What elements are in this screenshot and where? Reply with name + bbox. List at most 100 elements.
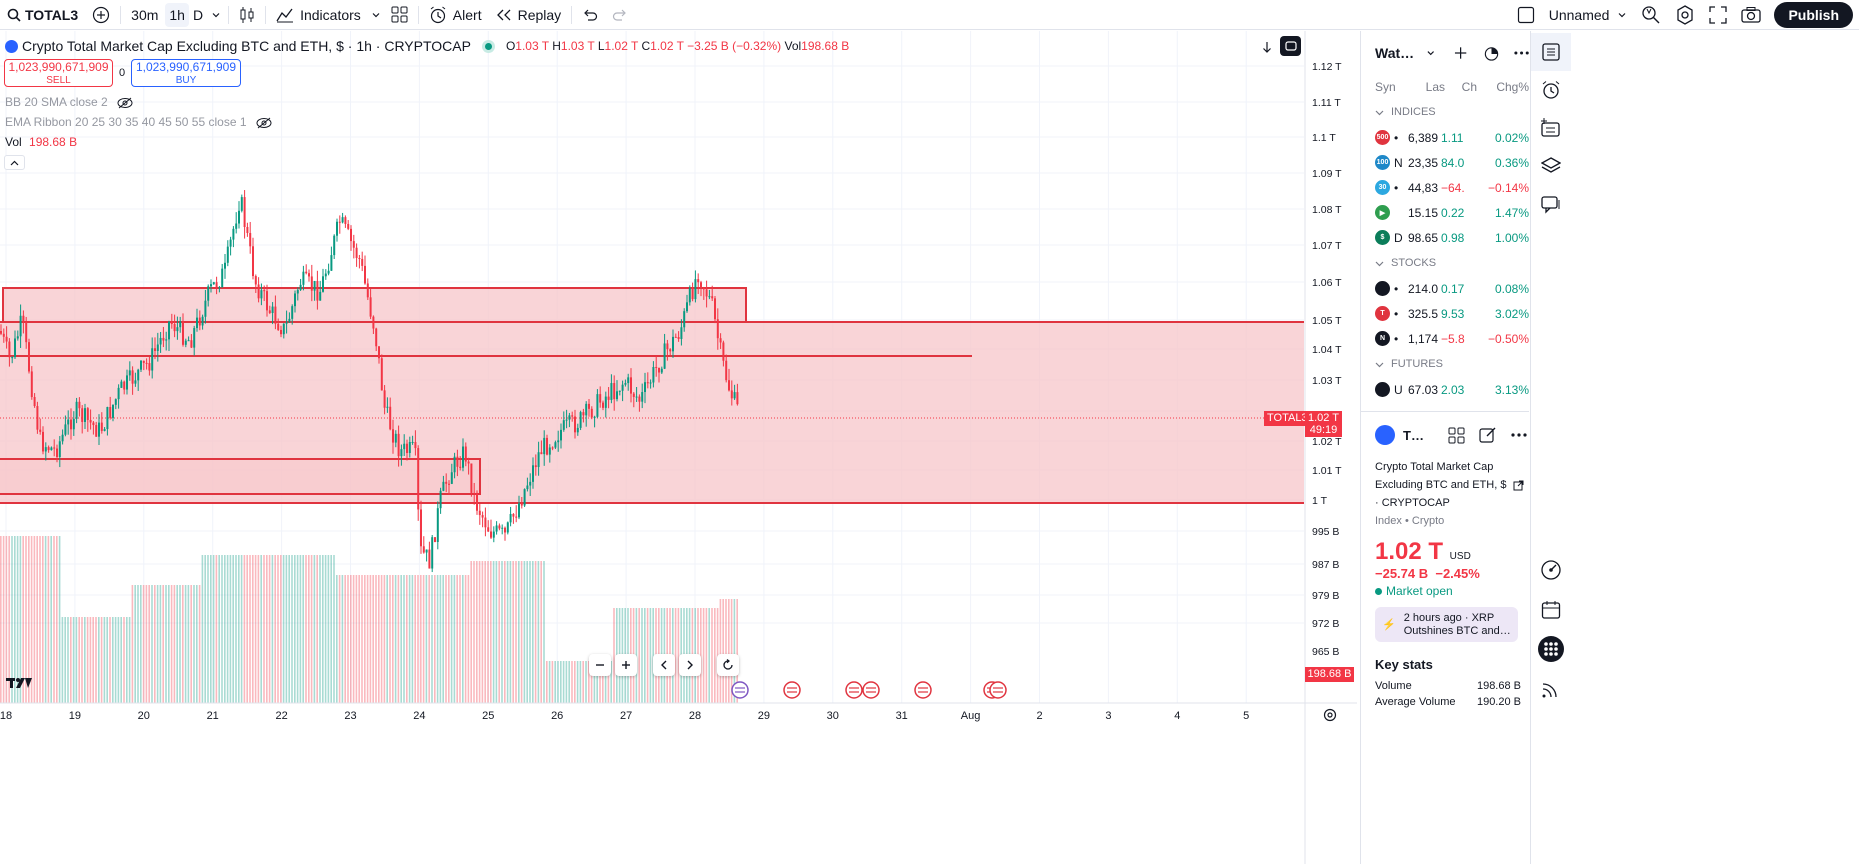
interval-d[interactable]: D bbox=[192, 6, 204, 23]
templates-button[interactable] bbox=[384, 0, 415, 30]
zoom-in-button[interactable] bbox=[615, 654, 637, 676]
alert-button[interactable]: Alert bbox=[422, 0, 489, 30]
chart-type-button[interactable] bbox=[232, 0, 262, 30]
sell-button[interactable]: 1,023,990,671,909 SELL bbox=[4, 59, 113, 87]
watchlist-row[interactable]: U 67.03 2.03 3.13% bbox=[1361, 377, 1529, 402]
chart-title[interactable]: Crypto Total Market Cap Excluding BTC an… bbox=[22, 38, 471, 54]
candle-body bbox=[263, 290, 266, 292]
zoom-out-button[interactable] bbox=[589, 654, 611, 676]
collapse-legend-button[interactable] bbox=[4, 155, 25, 170]
hotlists-tab[interactable] bbox=[1531, 551, 1571, 589]
grid-icon[interactable] bbox=[1448, 427, 1465, 444]
volume-bar bbox=[551, 661, 554, 703]
layout-button[interactable]: Unnamed bbox=[1510, 0, 1635, 30]
watchlist-tab[interactable] bbox=[1531, 33, 1571, 71]
undo-button[interactable] bbox=[575, 0, 605, 30]
economic-event-icon[interactable] bbox=[862, 681, 880, 699]
publish-button[interactable]: Publish bbox=[1774, 1, 1853, 28]
economic-event-icon[interactable] bbox=[989, 681, 1007, 699]
eye-hidden-icon[interactable] bbox=[256, 117, 272, 129]
details-symbol[interactable]: T… bbox=[1403, 427, 1424, 443]
volume-bar bbox=[257, 555, 260, 703]
volume-bar bbox=[148, 585, 150, 703]
volume-bar bbox=[708, 608, 710, 703]
watchlist-row[interactable]: T • 325.5 9.53 3.02% bbox=[1361, 301, 1529, 326]
economic-event-icon[interactable] bbox=[731, 681, 749, 699]
indicators-dropdown[interactable] bbox=[368, 0, 384, 30]
timezone-settings-icon[interactable] bbox=[1322, 707, 1338, 726]
watchlist-row[interactable]: N • 1,174 −5.8 −0.50% bbox=[1361, 326, 1529, 351]
more-icon[interactable] bbox=[1511, 433, 1527, 437]
watchlist-section-futures[interactable]: FUTURES bbox=[1361, 351, 1529, 377]
volume-bar bbox=[229, 555, 232, 703]
object-tree-tab[interactable] bbox=[1531, 109, 1571, 147]
snapshot-button[interactable] bbox=[1734, 0, 1768, 30]
interval-1h[interactable]: 1h bbox=[165, 2, 189, 27]
col-symbol[interactable]: Syn bbox=[1375, 80, 1396, 94]
economic-event-icon[interactable] bbox=[914, 681, 932, 699]
candle-body bbox=[187, 340, 190, 342]
indicator-volume[interactable]: Vol 198.68 B bbox=[5, 135, 77, 149]
edit-icon[interactable] bbox=[1479, 426, 1497, 444]
indicators-label: Indicators bbox=[300, 6, 361, 23]
chats-tab[interactable] bbox=[1531, 185, 1571, 223]
calendar-tab[interactable] bbox=[1531, 591, 1571, 629]
reset-chart-button[interactable] bbox=[717, 654, 739, 676]
eye-hidden-icon[interactable] bbox=[117, 97, 133, 109]
layers-tab[interactable] bbox=[1531, 147, 1571, 185]
indicator-ema-ribbon[interactable]: EMA Ribbon 20 25 30 35 40 45 50 55 close… bbox=[5, 115, 272, 129]
indicators-button[interactable]: Indicators bbox=[269, 0, 368, 30]
col-last[interactable]: Las bbox=[1425, 80, 1445, 94]
price-axis-label: 1.02 T bbox=[1312, 436, 1342, 448]
watchlist-title[interactable]: Wat… bbox=[1375, 45, 1415, 61]
volume-bar bbox=[411, 575, 414, 703]
row-last: 98.65 bbox=[1408, 230, 1439, 245]
products-tab[interactable] bbox=[1531, 630, 1571, 668]
chart-area[interactable]: 18 19 20 21 22 23 24 25 26 27 28 29 30 31 Aug 2 3 4 5 1.12 … bbox=[0, 31, 1357, 864]
candle-body bbox=[736, 392, 739, 405]
col-change-pct[interactable]: Chg% bbox=[1496, 80, 1529, 94]
signal-tab[interactable] bbox=[1531, 670, 1571, 708]
chevron-down-icon[interactable] bbox=[1426, 48, 1435, 58]
watchlist-section-stocks[interactable]: STOCKS bbox=[1361, 250, 1529, 276]
row-last: 44,83 bbox=[1408, 180, 1439, 195]
symbol-search-button[interactable]: TOTAL3 bbox=[0, 0, 85, 30]
interval-dropdown[interactable] bbox=[207, 0, 225, 30]
compare-button[interactable] bbox=[85, 0, 117, 30]
quick-search-button[interactable] bbox=[1634, 0, 1668, 30]
tradingview-logo-icon[interactable] bbox=[6, 676, 32, 693]
indicator-bb[interactable]: BB 20 SMA close 2 bbox=[5, 95, 133, 109]
supply-zone-upper[interactable] bbox=[2, 287, 747, 323]
watchlist-row[interactable]: • 214.0 0.17 0.08% bbox=[1361, 276, 1529, 301]
chart-settings-button[interactable] bbox=[1280, 36, 1301, 56]
redo-button[interactable] bbox=[605, 0, 635, 30]
watchlist-section-indices[interactable]: INDICES bbox=[1361, 99, 1529, 125]
candle-body bbox=[106, 406, 109, 430]
watchlist-row[interactable]: ▶ 15.15 0.22 1.47% bbox=[1361, 200, 1529, 225]
fullscreen-button[interactable] bbox=[1702, 0, 1734, 30]
scroll-down-button[interactable] bbox=[1257, 37, 1277, 57]
watchlist-row[interactable]: 30 • 44,83 −64. −0.14% bbox=[1361, 175, 1529, 200]
advanced-view-icon[interactable] bbox=[1483, 44, 1500, 62]
volume-bar bbox=[730, 599, 733, 703]
economic-event-icon[interactable] bbox=[783, 681, 801, 699]
interval-30m[interactable]: 30m bbox=[131, 6, 159, 23]
watchlist-row[interactable]: 100 N 23,35 84.0 0.36% bbox=[1361, 150, 1529, 175]
support-zone-left[interactable] bbox=[0, 458, 481, 495]
price-chart[interactable]: 18 19 20 21 22 23 24 25 26 27 28 29 30 31 Aug 2 3 4 51.12 … bbox=[0, 31, 1357, 864]
buy-button[interactable]: 1,023,990,671,909 BUY bbox=[131, 59, 241, 87]
news-headline[interactable]: ⚡ 2 hours ago · XRP Outshines BTC and… bbox=[1375, 607, 1518, 642]
scroll-left-button[interactable] bbox=[653, 654, 675, 676]
watchlist-row[interactable]: $ D 98.65 0.98 1.00% bbox=[1361, 225, 1529, 250]
external-link-icon[interactable] bbox=[1513, 480, 1524, 491]
scroll-right-button[interactable] bbox=[679, 654, 701, 676]
alerts-tab[interactable] bbox=[1531, 71, 1571, 109]
more-icon[interactable] bbox=[1514, 51, 1529, 55]
settings-button[interactable] bbox=[1668, 0, 1702, 30]
add-symbol-icon[interactable] bbox=[1454, 46, 1467, 60]
replay-button[interactable]: Replay bbox=[489, 0, 569, 30]
watchlist-row[interactable]: 500 • 6,389 1.11 0.02% bbox=[1361, 125, 1529, 150]
col-change[interactable]: Ch bbox=[1461, 80, 1477, 94]
candle-body bbox=[53, 447, 56, 449]
economic-event-icon[interactable] bbox=[845, 681, 863, 699]
